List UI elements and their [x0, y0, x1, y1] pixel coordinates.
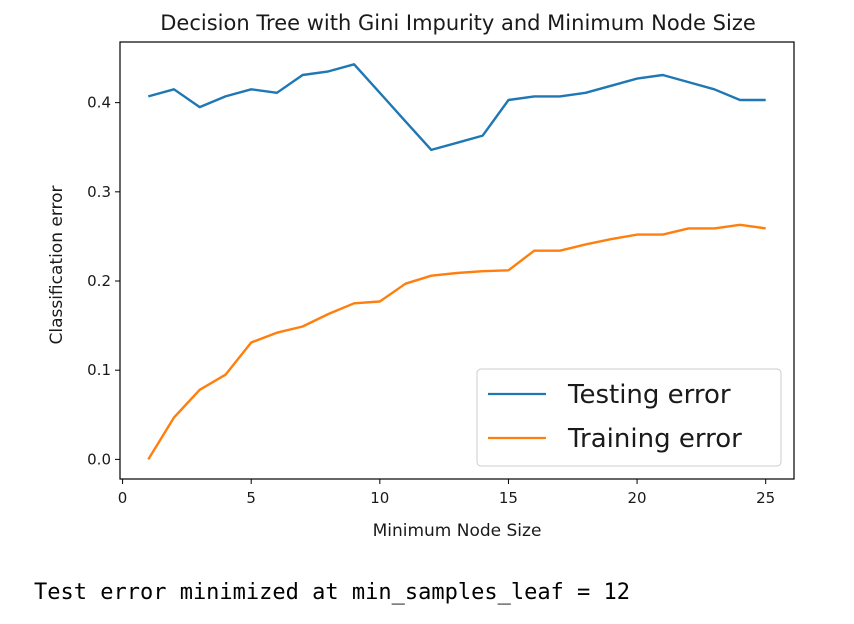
output-text: Test error minimized at min_samples_leaf… [34, 580, 631, 605]
y-tick-label: 0.4 [87, 94, 111, 112]
x-axis-label: Minimum Node Size [373, 521, 542, 541]
y-axis-label: Classification error [47, 185, 67, 344]
legend-label-training: Training error [567, 424, 742, 454]
x-tick-label: 25 [756, 489, 775, 507]
legend: Testing error Training error [476, 368, 782, 467]
series-line-training [147, 223, 766, 461]
legend-box [476, 368, 782, 467]
x-tick-label: 0 [118, 489, 128, 507]
series-line-testing [147, 63, 766, 152]
x-tick-label: 10 [370, 489, 389, 507]
y-tick-label: 0.3 [87, 183, 111, 201]
y-tick-label: 0.1 [87, 361, 111, 379]
x-tick-label: 15 [499, 489, 518, 507]
plot-frame [119, 41, 795, 480]
x-tick-label: 20 [628, 489, 647, 507]
series-lines [147, 63, 766, 461]
chart: Decision Tree with Gini Impurity and Min… [47, 11, 795, 541]
x-tick-label: 5 [246, 489, 256, 507]
y-tick-label: 0.2 [87, 272, 111, 290]
y-tick-label: 0.0 [87, 450, 111, 468]
chart-title: Decision Tree with Gini Impurity and Min… [160, 11, 756, 35]
ticks: 0 5 10 15 20 25 0.0 0.1 0.2 0.3 0.4 [87, 94, 775, 507]
legend-label-testing: Testing error [567, 380, 731, 410]
